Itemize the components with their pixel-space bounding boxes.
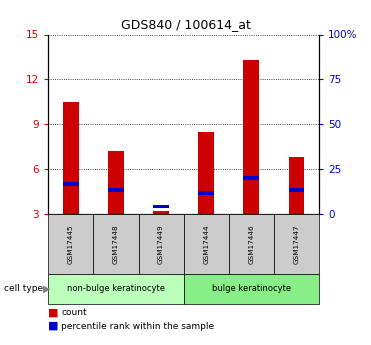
Bar [198,132,214,214]
Text: percentile rank within the sample: percentile rank within the sample [61,322,214,331]
Text: GSM17446: GSM17446 [248,224,255,264]
Bar [289,188,304,191]
Bar [243,60,259,214]
Bar [289,157,304,214]
Text: GSM17444: GSM17444 [203,224,209,264]
Bar [153,211,169,214]
Bar [153,205,169,208]
Bar [108,151,124,214]
Bar [63,102,79,214]
Text: cell type: cell type [4,284,43,294]
Text: bulge keratinocyte: bulge keratinocyte [212,284,291,294]
Text: ▶: ▶ [43,284,50,294]
Text: GDS840 / 100614_at: GDS840 / 100614_at [121,18,250,31]
Bar [108,188,124,191]
Text: GSM17445: GSM17445 [68,224,74,264]
Bar [63,183,79,186]
Text: ■: ■ [48,307,59,317]
Text: ■: ■ [48,321,59,331]
Text: GSM17449: GSM17449 [158,224,164,264]
Bar [243,176,259,180]
Bar [198,191,214,195]
Text: count: count [61,308,87,317]
Text: GSM17448: GSM17448 [113,224,119,264]
Text: non-bulge keratinocyte: non-bulge keratinocyte [67,284,165,294]
Text: GSM17447: GSM17447 [293,224,299,264]
